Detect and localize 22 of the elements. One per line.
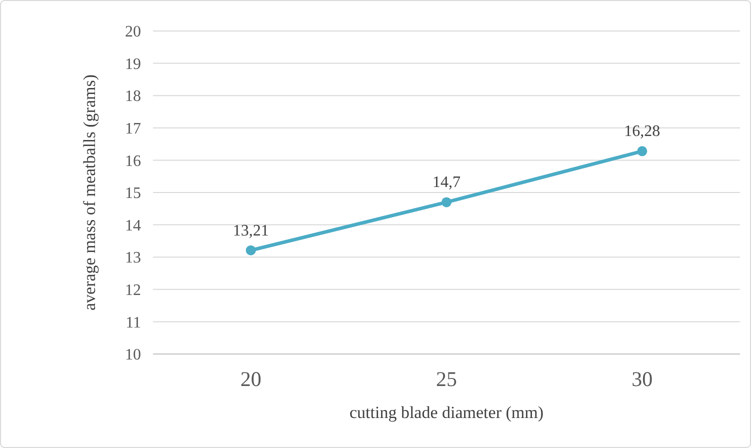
point (442, 197, 452, 208)
y-tick-label: 12 (125, 282, 141, 299)
x-tick-label: 25 (436, 367, 457, 391)
point (246, 245, 256, 256)
x-axis-title: cutting blade diameter (mm) (349, 403, 544, 422)
x-tick-label: 20 (240, 367, 262, 391)
data-label: 13,21 (232, 222, 269, 240)
point (637, 146, 648, 156)
y-tick-label: 10 (125, 346, 141, 364)
y-tick-label: 17 (125, 120, 141, 138)
y-tick-label: 20 (125, 24, 141, 41)
y-tick-label: 15 (125, 185, 141, 202)
data-label: 14,7 (432, 174, 460, 192)
y-tick-label: 19 (125, 56, 141, 73)
y-axis-title: average mass of meatballs (grams) (80, 74, 99, 311)
y-tick-label: 11 (126, 314, 141, 332)
y-tick-label: 13 (125, 250, 141, 267)
y-tick-label: 16 (125, 152, 141, 170)
x-tick-label: 30 (632, 367, 653, 391)
y-tick-label: 18 (125, 88, 141, 106)
data-label: 16,28 (624, 123, 660, 140)
y-tick-label: 14 (125, 217, 141, 234)
